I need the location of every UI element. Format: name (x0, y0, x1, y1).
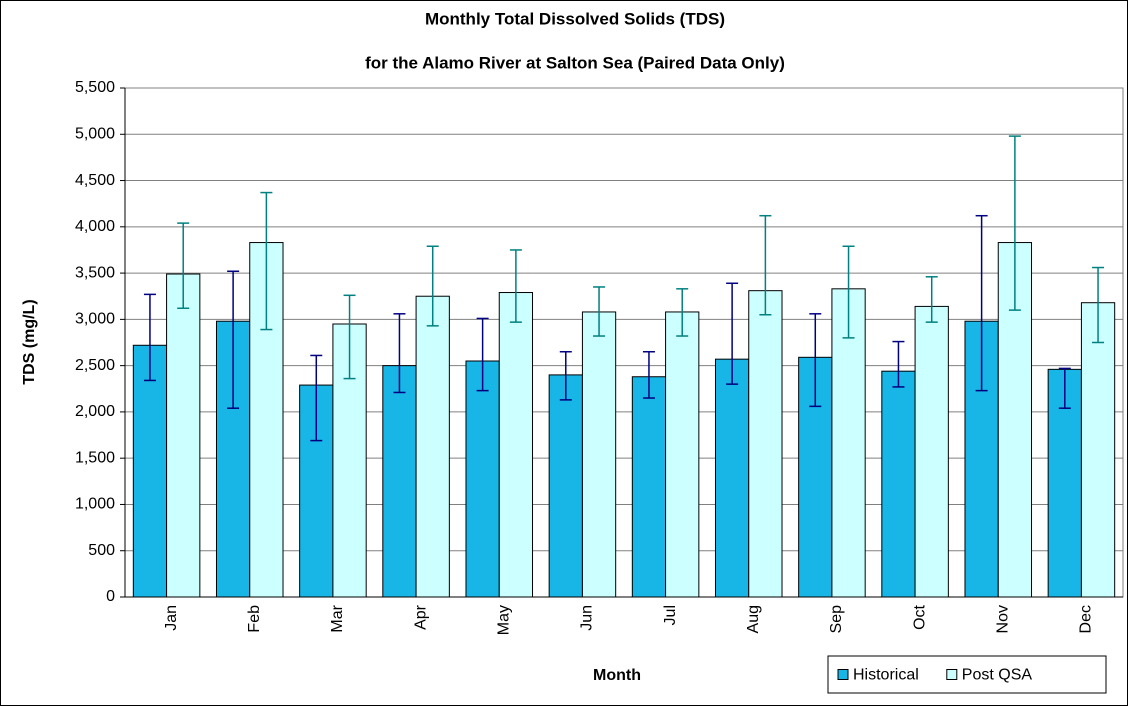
error-bar (1008, 135, 1021, 311)
error-bar (426, 245, 439, 327)
error-bar (892, 340, 905, 388)
error-bar (509, 249, 522, 323)
legend-label: Post QSA (962, 667, 1033, 684)
bar (166, 273, 201, 598)
error-bar (726, 282, 739, 385)
y-tick-label: 5,000 (75, 125, 115, 142)
x-tick-label: Aug (745, 605, 762, 633)
x-tick-label: Feb (246, 605, 263, 633)
x-tick-label: Apr (412, 604, 429, 630)
error-bar (809, 313, 822, 408)
bar (465, 360, 500, 598)
y-tick-label: 0 (106, 588, 115, 605)
legend-box (827, 655, 1107, 694)
x-tick-label: Oct (911, 604, 928, 629)
error-bar (1058, 367, 1071, 409)
x-axis-title: Month (593, 667, 641, 684)
bar (581, 311, 617, 598)
x-tick-label: Jan (163, 605, 180, 631)
x-tick-label: Jul (662, 605, 679, 625)
error-bar (393, 313, 406, 394)
legend-swatch (946, 669, 958, 680)
x-tick-label: Dec (1078, 605, 1095, 633)
x-tick-label: Nov (994, 605, 1011, 633)
error-bar (260, 191, 273, 331)
error-bar (1092, 266, 1105, 344)
y-tick-label: 500 (88, 542, 115, 559)
bar (498, 292, 534, 598)
error-bar (676, 288, 689, 337)
error-bar (559, 351, 572, 401)
x-tick-label: Sep (828, 605, 845, 634)
error-bar (143, 293, 156, 382)
error-bar (343, 294, 356, 380)
bar (714, 358, 750, 598)
y-tick-label: 4,500 (75, 172, 115, 189)
y-tick-label: 4,000 (75, 218, 115, 235)
bar (415, 295, 450, 598)
chart-title: Monthly Total Dissolved Solids (TDS) (425, 9, 725, 28)
error-bar (310, 354, 323, 442)
bar (1080, 302, 1116, 598)
y-tick-label: 3,500 (75, 264, 115, 281)
error-bar (975, 214, 988, 392)
error-bar (842, 245, 855, 339)
plot-area (124, 87, 1124, 598)
y-tick-label: 3,000 (75, 311, 115, 328)
legend-label: Historical (853, 667, 919, 684)
bar (132, 344, 168, 598)
bar (382, 365, 417, 598)
bar (631, 376, 667, 598)
bar (665, 311, 700, 598)
error-bar (759, 214, 772, 316)
y-tick-label: 2,500 (75, 357, 115, 374)
bar (548, 374, 583, 598)
error-bar (925, 276, 938, 323)
legend-swatch (837, 669, 849, 680)
y-tick-label: 1,000 (75, 496, 115, 513)
error-bar (227, 270, 240, 409)
x-tick-label: Jun (579, 605, 596, 631)
bar (914, 305, 949, 598)
error-bar (593, 286, 606, 337)
y-tick-label: 5,500 (75, 79, 115, 96)
x-tick-label: Mar (329, 604, 346, 632)
error-bar (177, 222, 190, 310)
y-axis-title: TDS (mg/L) (21, 299, 38, 384)
bar (748, 290, 783, 598)
bar (881, 370, 916, 598)
chart-subtitle: for the Alamo River at Salton Sea (Paire… (365, 53, 785, 72)
x-tick-label: May (495, 605, 512, 635)
error-bar (642, 351, 655, 399)
error-bar (476, 317, 489, 392)
y-tick-label: 1,500 (75, 449, 115, 466)
y-tick-label: 2,000 (75, 403, 115, 420)
